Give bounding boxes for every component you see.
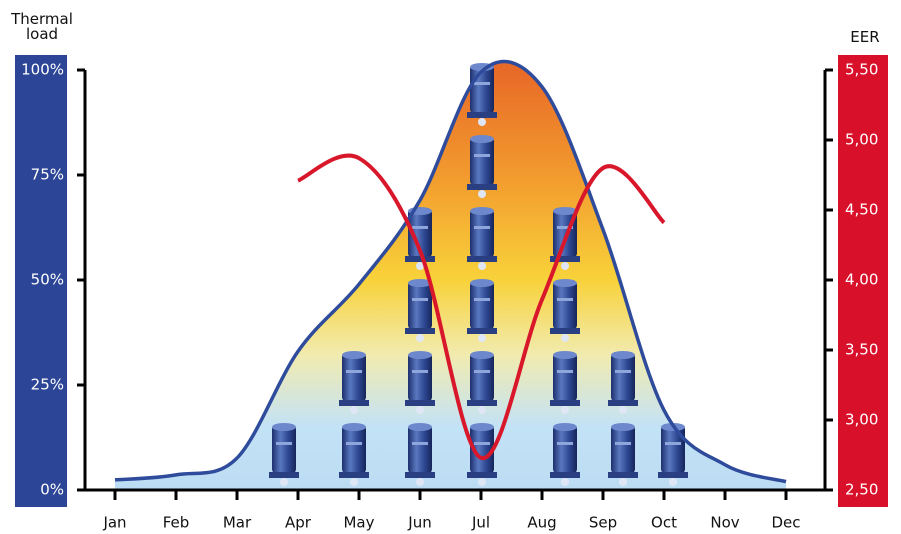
x-tick-label: Aug (527, 514, 556, 532)
y-tick-label: 0% (40, 481, 64, 499)
x-tick-label: Dec (771, 514, 800, 532)
y2-tick-label: 3,00 (845, 411, 878, 429)
right-axis-band (838, 55, 888, 507)
y2-tick-label: 5,50 (845, 61, 878, 79)
x-tick-label: Jul (471, 514, 490, 532)
x-tick-label: Apr (285, 514, 312, 532)
x-tick-label: Sep (589, 514, 617, 532)
y-tick-label: 75% (31, 166, 64, 184)
line (297, 153, 666, 460)
x-tick-label: Mar (223, 514, 252, 532)
x-tick-label: Nov (710, 514, 739, 532)
y2-axis-title: EER (850, 28, 880, 46)
y2-tick-label: 5,00 (845, 131, 878, 149)
x-tick-label: Jun (407, 514, 431, 532)
x-tick-label: Jan (102, 514, 126, 532)
x-tick-label: Feb (163, 514, 190, 532)
x-tick-label: May (343, 514, 374, 532)
y2-tick-label: 3,50 (845, 341, 878, 359)
left-axis-band (15, 55, 67, 507)
area-line (114, 59, 787, 484)
x-tick-label: Oct (651, 514, 677, 532)
y2-tick-label: 2,50 (845, 481, 878, 499)
y-axis-title: Thermal load (11, 10, 73, 43)
y2-tick-label: 4,00 (845, 271, 878, 289)
y2-tick-label: 4,50 (845, 201, 878, 219)
y-tick-label: 50% (31, 271, 64, 289)
y-tick-label: 25% (31, 376, 64, 394)
y-tick-label: 100% (21, 61, 64, 79)
